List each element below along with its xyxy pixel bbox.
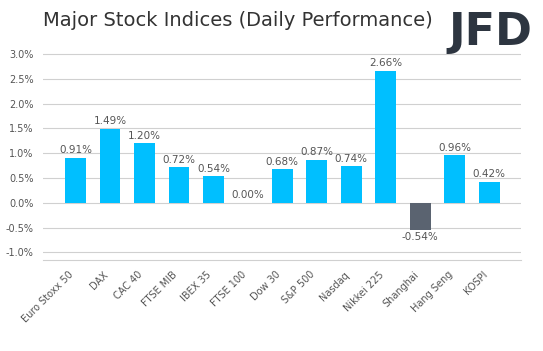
Bar: [375, 71, 396, 203]
Bar: [444, 155, 465, 203]
Text: 0.87%: 0.87%: [300, 147, 333, 157]
Bar: [410, 203, 431, 230]
Text: -0.54%: -0.54%: [402, 232, 439, 242]
Text: 1.20%: 1.20%: [128, 131, 161, 141]
Bar: [341, 166, 362, 203]
Bar: [479, 182, 500, 203]
Text: JFD: JFD: [448, 11, 532, 54]
Text: 0.68%: 0.68%: [266, 157, 299, 167]
Text: 0.91%: 0.91%: [59, 145, 92, 155]
Text: 0.54%: 0.54%: [197, 164, 230, 173]
Text: 0.74%: 0.74%: [335, 154, 368, 164]
Bar: [168, 167, 190, 203]
Bar: [306, 160, 327, 203]
Text: 0.72%: 0.72%: [162, 154, 195, 165]
Text: 0.00%: 0.00%: [231, 190, 264, 200]
Text: 0.96%: 0.96%: [438, 143, 471, 153]
Text: 2.66%: 2.66%: [369, 59, 402, 68]
Bar: [65, 158, 86, 203]
Bar: [203, 176, 224, 203]
Text: 1.49%: 1.49%: [93, 117, 127, 126]
Bar: [134, 143, 155, 203]
Text: 0.42%: 0.42%: [473, 170, 506, 179]
Bar: [99, 129, 121, 203]
Bar: [272, 169, 293, 203]
Text: Major Stock Indices (Daily Performance): Major Stock Indices (Daily Performance): [43, 11, 433, 29]
